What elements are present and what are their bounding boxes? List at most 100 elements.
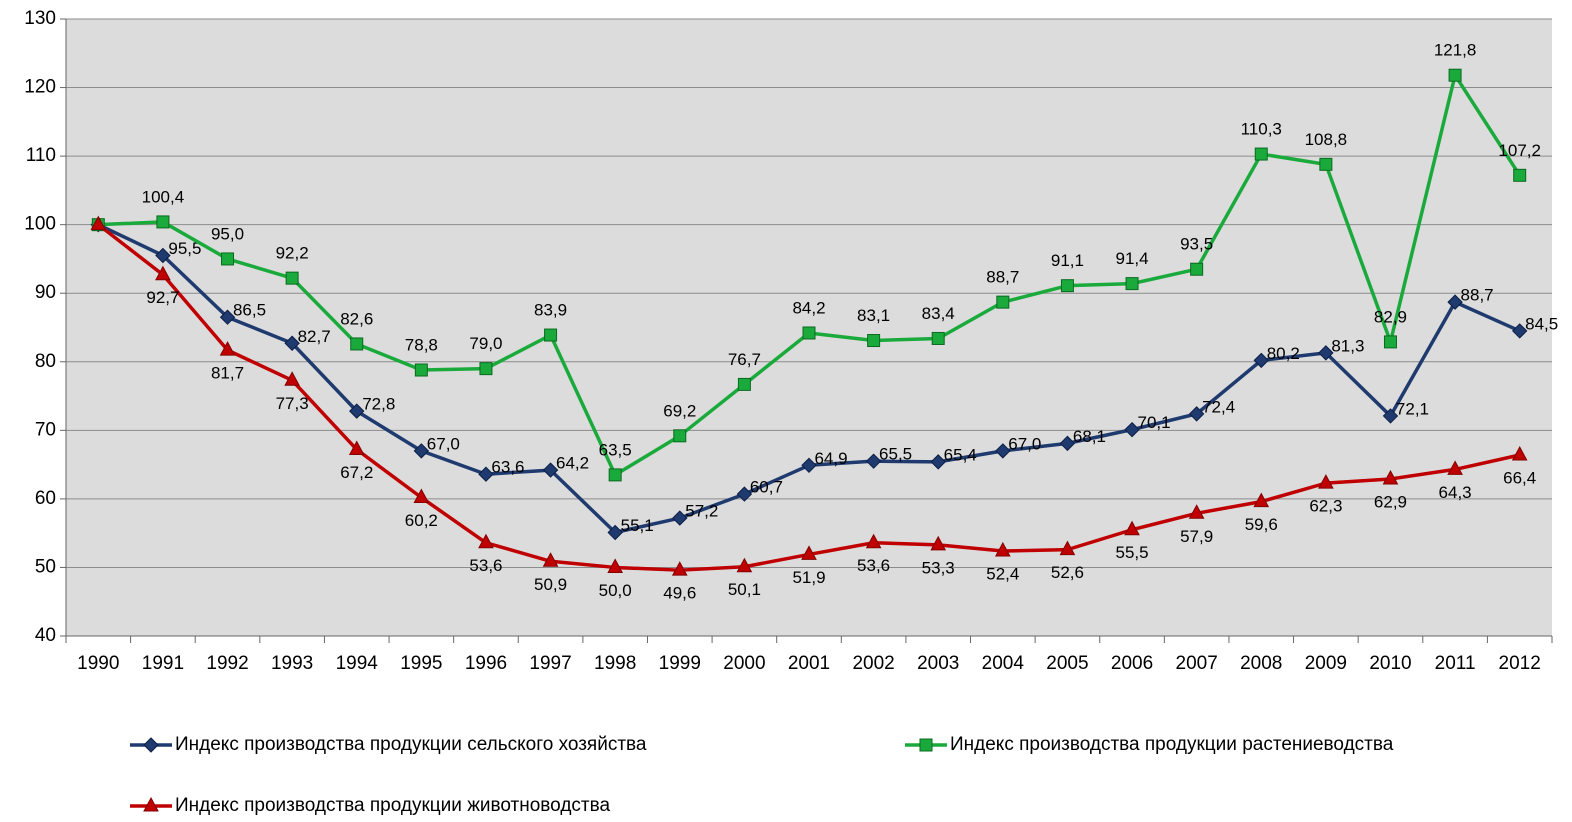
marker <box>285 271 299 285</box>
data-label: 65,4 <box>944 445 977 464</box>
data-label: 64,9 <box>814 449 847 468</box>
marker <box>1382 408 1399 424</box>
data-label: 110,3 <box>1241 120 1282 139</box>
marker <box>995 443 1011 459</box>
marker <box>1124 520 1140 536</box>
x-tick-label: 1998 <box>594 653 636 674</box>
marker <box>90 215 107 231</box>
marker <box>1318 474 1334 489</box>
marker <box>1319 157 1333 171</box>
data-label: 100,4 <box>142 187 185 206</box>
marker <box>1059 435 1076 452</box>
y-tick-label: 40 <box>35 625 56 646</box>
y-tick-label: 80 <box>35 351 56 372</box>
data-label: 53,6 <box>469 556 502 575</box>
data-label: 88,7 <box>1461 286 1494 305</box>
data-label: 91,1 <box>1051 251 1084 270</box>
y-tick-label: 120 <box>24 77 56 98</box>
marker <box>350 337 364 351</box>
marker <box>478 533 494 549</box>
marker <box>542 462 559 478</box>
marker <box>156 215 170 229</box>
marker <box>1253 492 1270 508</box>
data-label: 53,6 <box>857 556 890 575</box>
data-label: 107,2 <box>1498 141 1541 160</box>
data-label: 64,2 <box>556 454 589 473</box>
x-tick-label: 2003 <box>917 653 959 674</box>
x-tick-label: 1997 <box>529 653 571 674</box>
marker <box>1448 68 1462 82</box>
marker <box>1188 406 1205 422</box>
marker <box>1447 294 1463 310</box>
data-label: 57,9 <box>1180 527 1213 546</box>
marker <box>478 466 494 482</box>
data-label: 72,8 <box>362 395 395 414</box>
data-label: 78,8 <box>405 335 438 354</box>
marker <box>994 541 1011 557</box>
data-label: 93,5 <box>1180 235 1213 254</box>
x-tick-label: 2011 <box>1435 653 1476 674</box>
data-label: 81,3 <box>1331 336 1364 355</box>
marker <box>284 335 300 351</box>
marker <box>930 454 946 470</box>
data-label: 51,9 <box>792 568 825 587</box>
data-label: 55,1 <box>621 516 654 535</box>
marker <box>607 558 624 573</box>
legend-label: Индекс производства продукции растениево… <box>950 734 1394 755</box>
x-tick-label: 1991 <box>142 653 184 674</box>
data-label: 64,3 <box>1439 483 1472 502</box>
marker <box>1511 323 1528 339</box>
x-tick-label: 1993 <box>271 653 313 674</box>
x-tick-label: 2004 <box>982 653 1025 674</box>
data-label: 95,5 <box>168 239 201 258</box>
data-label: 88,7 <box>986 268 1019 287</box>
y-tick-label: 90 <box>35 282 56 303</box>
x-tick-label: 1996 <box>465 653 507 674</box>
data-label: 53,3 <box>922 558 955 577</box>
marker <box>608 468 622 482</box>
data-label: 84,2 <box>792 298 825 317</box>
data-label: 92,2 <box>276 244 309 263</box>
legend-marker <box>143 796 159 812</box>
marker <box>996 295 1010 309</box>
y-tick-label: 130 <box>24 8 56 29</box>
marker <box>1188 504 1205 519</box>
data-label: 50,0 <box>599 581 632 600</box>
marker <box>1125 277 1139 291</box>
marker <box>1059 540 1076 556</box>
y-tick-label: 70 <box>35 419 56 440</box>
marker <box>867 334 881 348</box>
marker <box>737 377 751 391</box>
data-label: 81,7 <box>211 364 244 383</box>
marker <box>155 247 171 264</box>
legend-label: Индекс производства продукции сельского … <box>175 734 647 755</box>
marker <box>671 561 688 576</box>
marker <box>930 535 947 551</box>
data-label: 63,5 <box>599 440 632 459</box>
x-tick-label: 2012 <box>1499 653 1541 674</box>
data-label: 79,0 <box>469 334 502 353</box>
marker <box>479 362 493 376</box>
data-label: 50,1 <box>728 580 761 599</box>
marker <box>607 524 623 541</box>
marker <box>221 252 235 266</box>
data-label: 60,2 <box>405 511 438 530</box>
marker <box>673 429 687 443</box>
x-tick-label: 1992 <box>206 653 248 674</box>
data-label: 82,9 <box>1374 307 1407 326</box>
marker <box>413 488 430 504</box>
marker <box>1253 352 1269 369</box>
data-label: 84,5 <box>1525 314 1558 333</box>
data-label: 108,8 <box>1305 130 1348 149</box>
data-label: 92,7 <box>146 288 179 307</box>
data-label: 63,6 <box>491 458 524 477</box>
x-tick-label: 2010 <box>1369 653 1411 674</box>
x-tick-label: 2005 <box>1046 653 1088 674</box>
data-label: 49,6 <box>663 584 696 603</box>
legend-label: Индекс производства продукции животновод… <box>175 795 611 816</box>
x-tick-label: 1994 <box>336 653 379 674</box>
data-label: 52,6 <box>1051 563 1084 582</box>
marker <box>219 341 236 356</box>
x-tick-label: 2007 <box>1176 653 1218 674</box>
